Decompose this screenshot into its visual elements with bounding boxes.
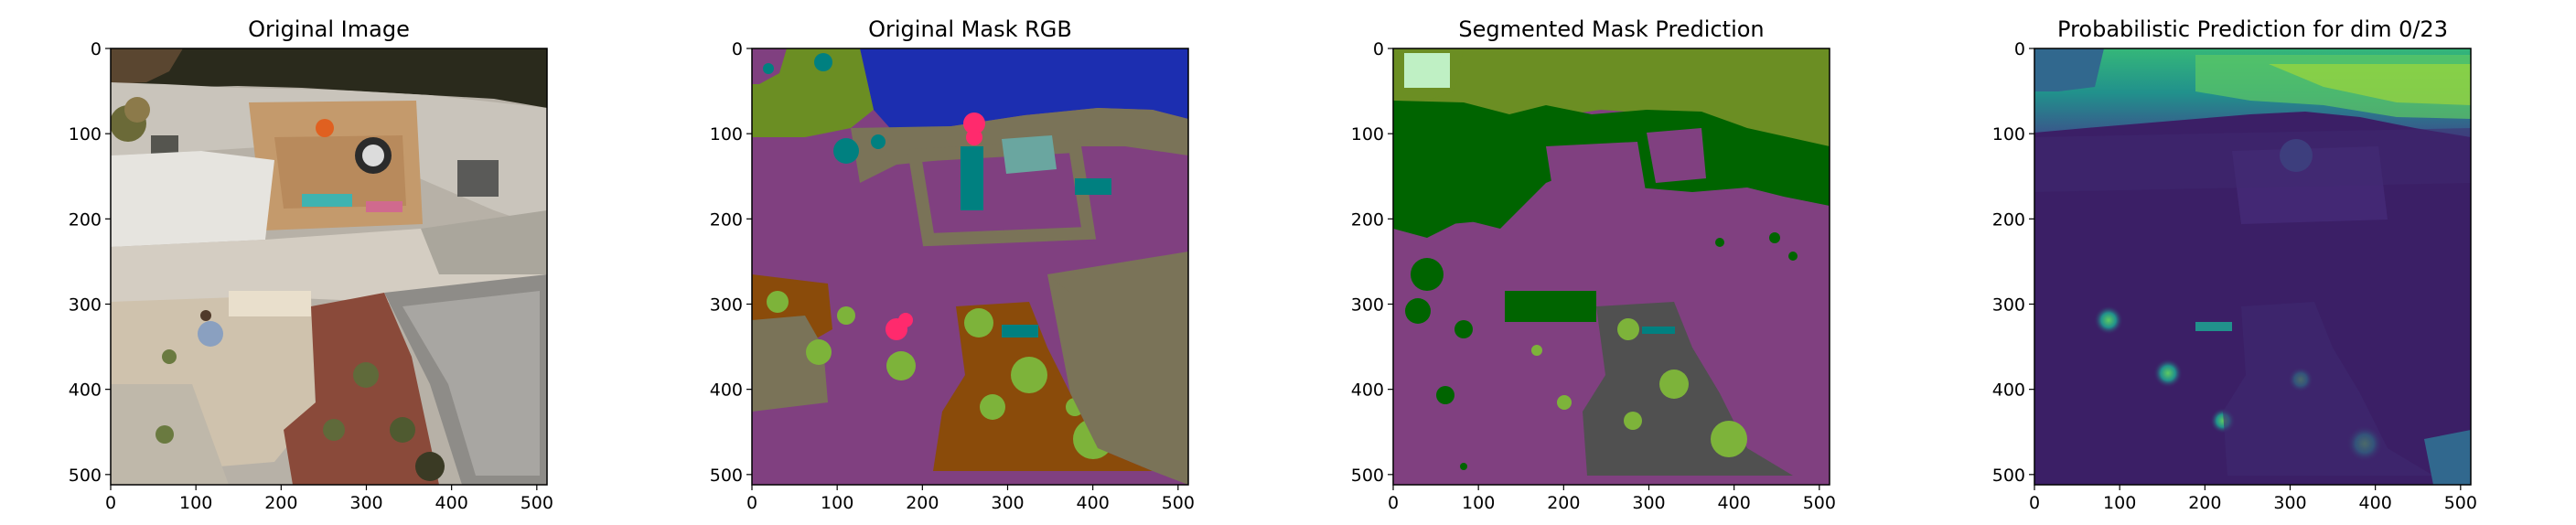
x-tick-label: 200 xyxy=(906,493,939,513)
x-tick-label: 0 xyxy=(746,493,757,513)
y-tick-label: 100 xyxy=(710,124,743,145)
y-tick-label: 300 xyxy=(710,295,743,315)
y-tick-label: 0 xyxy=(732,39,743,59)
y-tick-label: 400 xyxy=(1351,380,1384,401)
x-tick-label: 400 xyxy=(2359,493,2392,513)
panel-title: Probabilistic Prediction for dim 0/23 xyxy=(2057,16,2448,42)
y-tick-label: 300 xyxy=(1992,295,2025,315)
x-tick-label: 300 xyxy=(1632,493,1665,513)
panel-segmented-prediction: Segmented Mask Prediction 0 100 200 300 400 5… xyxy=(1351,16,1836,513)
prediction-image xyxy=(1393,48,1830,485)
x-tick-label: 500 xyxy=(521,493,553,513)
y-tick-label: 0 xyxy=(1373,39,1384,59)
x-tick-label: 100 xyxy=(2103,493,2136,513)
x-tick-label: 0 xyxy=(105,493,116,513)
y-tick-label: 200 xyxy=(1351,209,1384,230)
x-tick-label: 200 xyxy=(264,493,297,513)
x-tick-label: 300 xyxy=(2273,493,2306,513)
y-tick-label: 100 xyxy=(69,124,102,145)
original-image xyxy=(111,48,547,485)
y-tick-label: 500 xyxy=(710,466,743,486)
x-tick-label: 500 xyxy=(2444,493,2477,513)
x-tick-label: 100 xyxy=(179,493,212,513)
y-tick-label: 200 xyxy=(69,209,102,230)
y-tick-label: 500 xyxy=(1351,466,1384,486)
x-tick-label: 500 xyxy=(1162,493,1195,513)
x-tick-label: 200 xyxy=(1547,493,1580,513)
probability-heatmap xyxy=(2034,48,2471,485)
y-tick-label: 0 xyxy=(2014,39,2025,59)
x-tick-label: 400 xyxy=(1718,493,1751,513)
y-tick-label: 300 xyxy=(1351,295,1384,315)
y-tick-label: 200 xyxy=(710,209,743,230)
axes-frame xyxy=(110,48,548,486)
x-tick-label: 0 xyxy=(2029,493,2040,513)
panel-title: Original Image xyxy=(248,16,410,42)
x-tick-label: 500 xyxy=(1803,493,1836,513)
y-tick-label: 0 xyxy=(91,39,102,59)
x-tick-label: 0 xyxy=(1388,493,1399,513)
axes-frame xyxy=(2034,48,2472,486)
x-tick-label: 300 xyxy=(349,493,382,513)
y-tick-label: 500 xyxy=(69,466,102,486)
y-tick-label: 100 xyxy=(1351,124,1384,145)
panel-title: Segmented Mask Prediction xyxy=(1458,16,1764,42)
x-tick-label: 300 xyxy=(991,493,1024,513)
x-tick-label: 100 xyxy=(1462,493,1495,513)
panel-original-mask: Original Mask RGB 0 100 200 300 400 500010020… xyxy=(710,16,1195,513)
x-tick-label: 100 xyxy=(821,493,853,513)
y-tick-label: 500 xyxy=(1992,466,2025,486)
axes-frame xyxy=(1392,48,1830,486)
y-tick-label: 200 xyxy=(1992,209,2025,230)
x-tick-label: 400 xyxy=(1077,493,1110,513)
x-tick-label: 400 xyxy=(435,493,468,513)
y-tick-label: 300 xyxy=(69,295,102,315)
x-tick-label: 200 xyxy=(2188,493,2221,513)
y-tick-label: 400 xyxy=(69,380,102,401)
mask-image xyxy=(752,48,1188,485)
y-tick-label: 400 xyxy=(710,380,743,401)
y-tick-label: 400 xyxy=(1992,380,2025,401)
y-tick-label: 100 xyxy=(1992,124,2025,145)
panel-title: Original Mask RGB xyxy=(868,16,1072,42)
panel-probabilistic-prediction: Probabilistic Prediction for dim 0/23 0 1… xyxy=(1992,16,2477,513)
panel-original-image: Original Image 0 100 200 300 400 500010020030… xyxy=(69,16,553,513)
axes-frame xyxy=(751,48,1189,486)
